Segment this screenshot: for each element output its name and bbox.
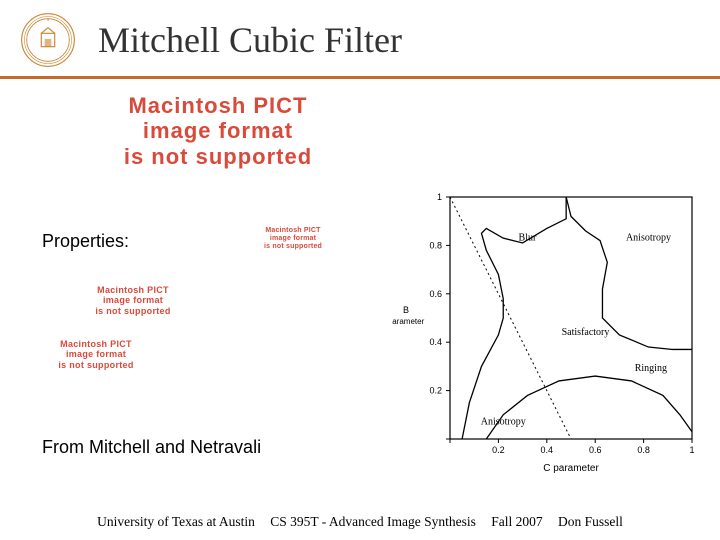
pict-error-small-2: Macintosh PICT image format is not suppo…: [28, 339, 164, 370]
pict-error-tiny: Macintosh PICT image format is not suppo…: [248, 227, 338, 251]
svg-text:0.4: 0.4: [541, 445, 554, 455]
footer-course: CS 395T - Advanced Image Synthesis: [270, 514, 476, 529]
svg-text:Satisfactory: Satisfactory: [562, 327, 610, 338]
svg-text:Anisotropy: Anisotropy: [481, 416, 526, 427]
svg-text:0.8: 0.8: [429, 240, 442, 250]
svg-text:Anisotropy: Anisotropy: [626, 233, 671, 244]
attribution-label: From Mitchell and Netravali: [42, 437, 261, 458]
svg-text:1: 1: [689, 445, 694, 455]
footer-term: Fall 2007: [491, 514, 542, 529]
pict-error-main: Macintosh PICT image format is not suppo…: [38, 93, 398, 169]
svg-text:0.4: 0.4: [429, 337, 442, 347]
svg-text:0.6: 0.6: [589, 445, 602, 455]
svg-text:0.6: 0.6: [429, 289, 442, 299]
footer-institution: University of Texas at Austin: [97, 514, 255, 529]
slide-title: Mitchell Cubic Filter: [98, 19, 402, 61]
svg-text:Blur: Blur: [519, 233, 537, 244]
properties-label: Properties:: [42, 231, 129, 252]
svg-text:1: 1: [437, 192, 442, 202]
svg-text:Ringing: Ringing: [635, 363, 667, 374]
svg-text:0.8: 0.8: [637, 445, 650, 455]
pict-error-small-1: Macintosh PICT image format is not suppo…: [78, 285, 188, 316]
slide-content: Macintosh PICT image format is not suppo…: [0, 79, 720, 499]
university-seal-icon: ★: [20, 12, 76, 68]
svg-text:0.2: 0.2: [429, 386, 442, 396]
svg-text:0.2: 0.2: [492, 445, 505, 455]
svg-text:C parameter: C parameter: [543, 463, 599, 474]
slide-footer: University of Texas at Austin CS 395T - …: [0, 514, 720, 530]
svg-text:parameter: parameter: [392, 317, 425, 326]
footer-author: Don Fussell: [558, 514, 623, 529]
slide-header: ★ Mitchell Cubic Filter: [0, 0, 720, 79]
svg-text:B: B: [403, 305, 409, 315]
parameter-chart: 0.2 0.4 0.6 0.8 1 0.2 0.4 0.6 0.8 1 C parameter Bpa…: [392, 187, 702, 477]
